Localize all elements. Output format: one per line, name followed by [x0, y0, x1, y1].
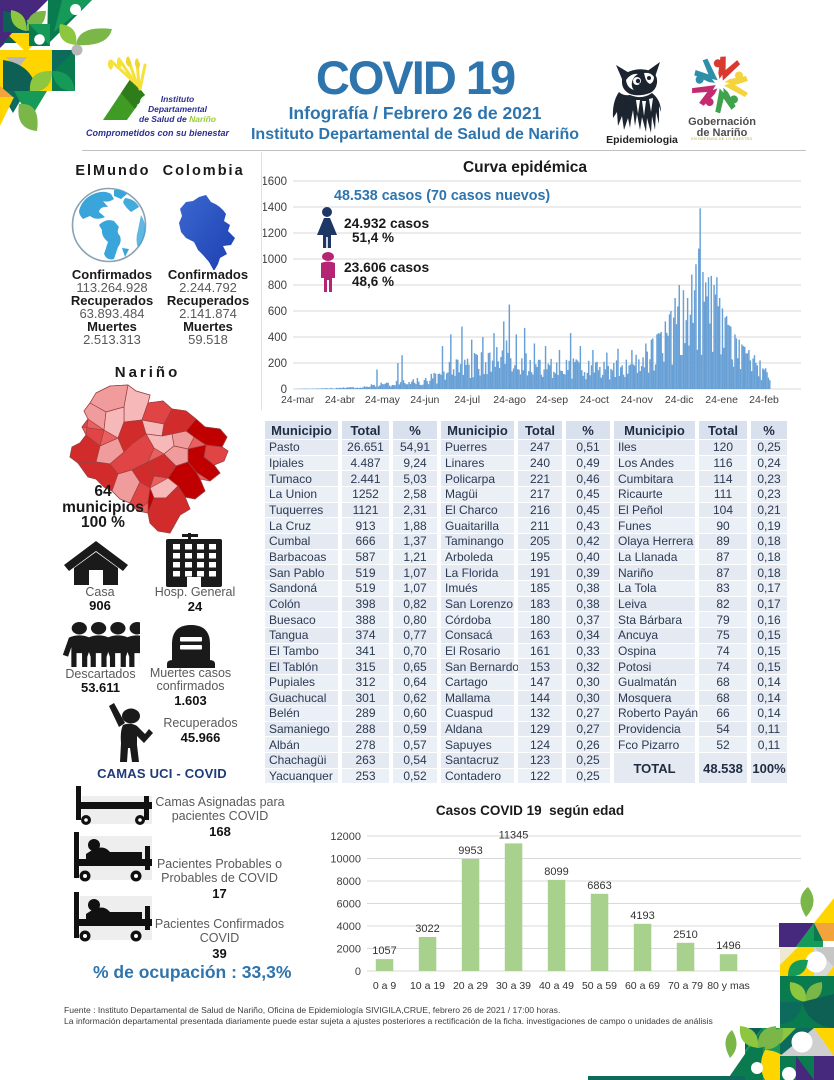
- svg-text:24-ago: 24-ago: [493, 394, 526, 406]
- svg-text:80 y mas: 80 y mas: [707, 980, 750, 992]
- svg-text:50 a 59: 50 a 59: [582, 980, 617, 992]
- svg-text:8000: 8000: [337, 876, 361, 888]
- svg-text:24-jul: 24-jul: [454, 394, 480, 406]
- svg-text:2510: 2510: [673, 929, 697, 941]
- svg-text:24-ene: 24-ene: [705, 394, 738, 406]
- svg-text:6863: 6863: [587, 880, 611, 892]
- svg-text:200: 200: [268, 358, 287, 370]
- svg-text:9953: 9953: [458, 845, 482, 857]
- svg-text:10 a 19: 10 a 19: [410, 980, 445, 992]
- svg-text:40 a 49: 40 a 49: [539, 980, 574, 992]
- svg-text:24-may: 24-may: [365, 394, 401, 406]
- svg-text:8099: 8099: [544, 866, 568, 878]
- svg-text:24-nov: 24-nov: [621, 394, 654, 406]
- svg-text:70 a 79: 70 a 79: [668, 980, 703, 992]
- svg-text:4000: 4000: [337, 921, 361, 933]
- svg-text:24-feb: 24-feb: [749, 394, 779, 406]
- svg-text:24-jun: 24-jun: [410, 394, 439, 406]
- svg-text:1000: 1000: [263, 254, 287, 266]
- svg-text:24-dic: 24-dic: [665, 394, 694, 406]
- svg-text:400: 400: [268, 332, 287, 344]
- svg-text:1057: 1057: [372, 945, 396, 957]
- svg-text:60 a 69: 60 a 69: [625, 980, 660, 992]
- svg-text:2000: 2000: [337, 944, 361, 956]
- svg-text:800: 800: [268, 280, 287, 292]
- svg-text:10000: 10000: [330, 854, 361, 866]
- svg-text:0: 0: [355, 966, 361, 978]
- svg-text:3022: 3022: [415, 923, 439, 935]
- svg-text:20 a 29: 20 a 29: [453, 980, 488, 992]
- svg-text:6000: 6000: [337, 899, 361, 911]
- svg-text:24-oct: 24-oct: [580, 394, 609, 406]
- svg-text:30 a 39: 30 a 39: [496, 980, 531, 992]
- svg-text:12000: 12000: [330, 831, 361, 843]
- svg-text:1400: 1400: [263, 202, 287, 214]
- svg-text:24-abr: 24-abr: [325, 394, 356, 406]
- svg-text:24-sep: 24-sep: [536, 394, 568, 406]
- svg-text:4193: 4193: [630, 910, 654, 922]
- svg-text:600: 600: [268, 306, 287, 318]
- svg-text:0 a 9: 0 a 9: [373, 980, 397, 992]
- svg-text:1200: 1200: [263, 228, 287, 240]
- svg-text:24-mar: 24-mar: [281, 394, 315, 406]
- svg-text:11345: 11345: [499, 829, 529, 841]
- svg-text:1496: 1496: [716, 940, 740, 952]
- svg-text:0: 0: [281, 384, 287, 396]
- svg-text:1600: 1600: [263, 176, 287, 188]
